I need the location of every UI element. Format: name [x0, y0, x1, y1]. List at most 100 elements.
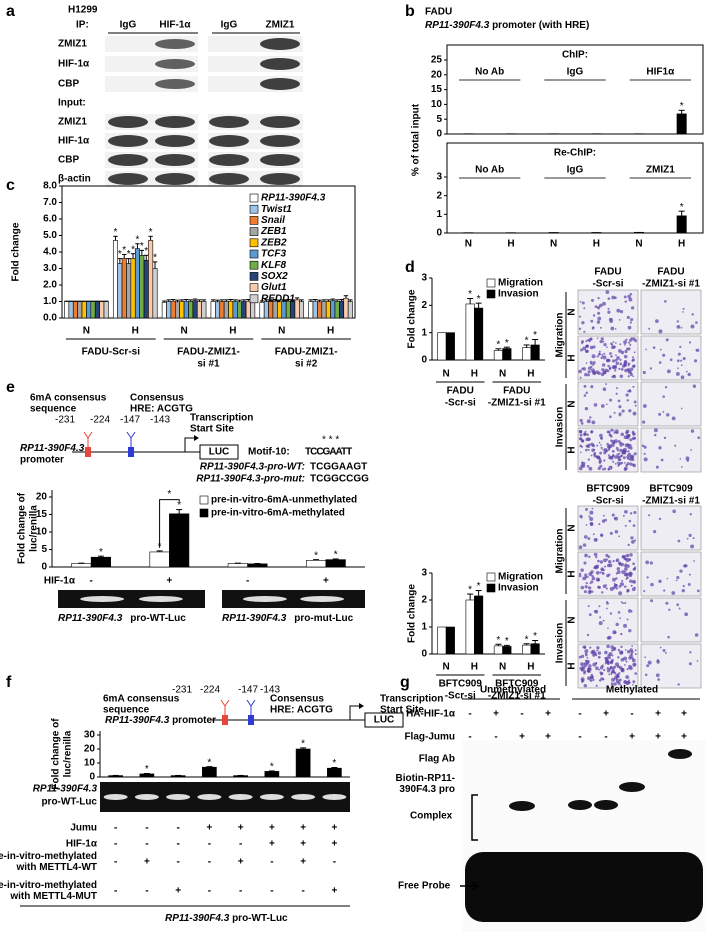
condition-label: N — [567, 400, 578, 407]
y-axis-label: Fold change — [407, 584, 418, 643]
bar — [522, 347, 532, 361]
cell-dot — [630, 584, 633, 587]
cell-dot — [618, 319, 621, 321]
cell-dot — [682, 584, 685, 588]
cell-dot — [585, 581, 588, 585]
emsa-cell: - — [604, 732, 607, 743]
cell-dot — [592, 678, 595, 682]
cell-dot — [613, 411, 616, 414]
cell-dot — [616, 453, 620, 456]
cell-dot — [592, 326, 595, 329]
cell-dot — [682, 311, 684, 313]
cell-dot — [582, 462, 586, 466]
cell-dot — [614, 342, 617, 344]
cell-dot — [588, 613, 592, 617]
cell-dot — [624, 343, 626, 346]
promoter-title-part: promoter (with HRE) — [489, 20, 589, 31]
blot-band — [260, 154, 300, 166]
emsa-cell: - — [578, 709, 581, 720]
y-tick-label: 3 — [436, 172, 442, 183]
cell-dot — [692, 384, 697, 388]
cell-dot — [598, 441, 601, 444]
cell-dot — [627, 452, 632, 457]
cell-dot — [622, 514, 625, 517]
blot-band — [209, 173, 249, 185]
bar — [325, 559, 346, 568]
group-label: si #1 — [197, 359, 220, 370]
table-cell: + — [175, 886, 181, 897]
cell-dot — [665, 601, 669, 605]
cell-dot — [607, 364, 610, 368]
cell-dot — [685, 370, 688, 373]
legend-label: Invasion — [498, 583, 539, 594]
cell-dot — [606, 442, 609, 446]
emsa-cell: - — [468, 732, 471, 743]
cell-dot — [628, 409, 632, 413]
cell-dot — [597, 585, 601, 590]
cell-dot — [680, 359, 683, 362]
site-pin — [220, 699, 230, 715]
cell-dot — [647, 660, 652, 665]
bar — [325, 301, 331, 319]
cell-dot — [614, 328, 617, 330]
cell-dot — [583, 683, 588, 688]
cell-dot — [579, 433, 583, 437]
significance-label: * — [207, 757, 211, 768]
cell-dot — [633, 581, 636, 584]
table-cell: - — [145, 839, 148, 850]
cell-dot — [618, 535, 621, 538]
gel-band — [300, 596, 345, 602]
cell-dot — [611, 450, 615, 453]
bar — [183, 300, 189, 319]
cell-dot — [609, 587, 614, 591]
cell-dot — [612, 454, 615, 457]
table-cell: - — [208, 886, 211, 897]
gene-label: RP11-390F4.3 promoter — [105, 715, 216, 726]
cell-dot — [621, 579, 624, 582]
x-tick-label: H — [527, 662, 534, 673]
cell-dot — [597, 296, 600, 300]
gene-label: RP11-390F4.3 — [20, 443, 85, 454]
blot-band — [155, 135, 195, 147]
cell-dot — [630, 536, 634, 540]
y-tick-label: 15 — [36, 509, 48, 520]
cell-dot — [585, 391, 588, 395]
significance-label: * — [144, 246, 148, 257]
cell-dot — [588, 555, 591, 559]
cell-dot — [602, 514, 605, 517]
cell-dot — [605, 290, 610, 295]
cell-dot — [633, 364, 636, 367]
cell-dot — [584, 573, 588, 577]
sixma-site — [222, 715, 228, 725]
bar — [306, 560, 327, 568]
cell-dot — [660, 458, 664, 462]
promoter-title-part: RP11-390F4.3 — [425, 20, 490, 31]
cell-dot — [628, 656, 632, 660]
cell-dot — [625, 681, 630, 686]
cell-dot — [587, 676, 591, 681]
cell-dot — [611, 669, 615, 674]
gel-label: RP11-390F4.3 — [33, 784, 98, 795]
table-cell: + — [206, 823, 212, 834]
blot-band — [155, 154, 195, 166]
bar — [94, 301, 100, 319]
lane-label: ZMIZ1 — [266, 20, 295, 31]
cell-dot — [625, 572, 629, 577]
cell-dot — [680, 364, 683, 367]
cell-dot — [600, 337, 604, 341]
bar — [81, 301, 87, 319]
cell-dot — [631, 587, 636, 592]
cell-dot — [629, 571, 632, 574]
cell-dot — [584, 652, 588, 656]
image-column-label: FADU — [657, 267, 684, 278]
gel-band — [138, 596, 183, 602]
cell-dot — [643, 445, 647, 449]
cell-dot — [623, 468, 627, 472]
cell-dot — [676, 324, 681, 329]
cell-dot — [633, 663, 636, 666]
cell-dot — [617, 611, 621, 614]
cell-dot — [627, 434, 631, 438]
cell-dot — [601, 368, 605, 372]
table-cell: - — [145, 823, 148, 834]
